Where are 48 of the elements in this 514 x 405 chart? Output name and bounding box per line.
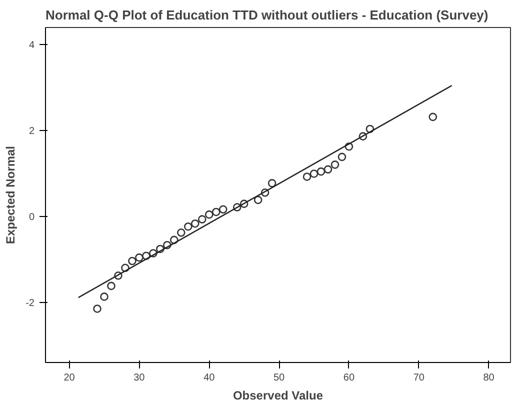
point: [268, 179, 276, 188]
point: [310, 170, 318, 178]
point: [232, 203, 242, 212]
point: [107, 282, 116, 290]
point: [358, 132, 368, 140]
y-tick-label: 0: [28, 212, 35, 223]
y-tick-label: 2: [28, 126, 35, 137]
point: [240, 200, 248, 208]
x-tick-label: 30: [134, 372, 146, 384]
point: [184, 222, 192, 231]
point: [366, 124, 374, 134]
y-tick-label: -2: [26, 298, 35, 309]
point: [156, 244, 164, 254]
x-axis-title: Observed Value: [232, 388, 324, 402]
point: [163, 240, 172, 250]
point: [316, 167, 326, 176]
point: [177, 228, 186, 237]
point: [254, 196, 262, 204]
point: [100, 292, 108, 301]
point: [198, 215, 206, 224]
x-tick-label: 40: [204, 372, 216, 384]
x-tick-label: 60: [343, 372, 355, 384]
point: [344, 142, 354, 151]
point: [93, 304, 102, 313]
point: [149, 249, 158, 258]
point: [330, 160, 340, 169]
point: [142, 252, 150, 260]
x-tick-label: 20: [64, 372, 76, 384]
point: [114, 271, 122, 280]
point: [204, 210, 214, 219]
x-tick-label: 70: [413, 372, 425, 384]
point: [190, 219, 200, 228]
point: [338, 152, 346, 162]
chart-title: Normal Q-Q Plot of Education TTD without outliers - Education (Survey): [46, 8, 488, 22]
point: [121, 264, 130, 272]
point: [324, 165, 332, 174]
y-tick-label: 4: [28, 40, 35, 51]
point: [170, 236, 178, 244]
point: [260, 188, 270, 197]
point: [218, 205, 228, 214]
y-axis-title: Expected Normal: [4, 146, 18, 244]
x-tick-label: 50: [273, 372, 286, 384]
point: [302, 172, 312, 181]
point: [212, 208, 220, 216]
x-tick-label: 80: [483, 372, 495, 384]
point: [128, 256, 136, 266]
point: [428, 112, 438, 122]
point: [135, 253, 144, 262]
